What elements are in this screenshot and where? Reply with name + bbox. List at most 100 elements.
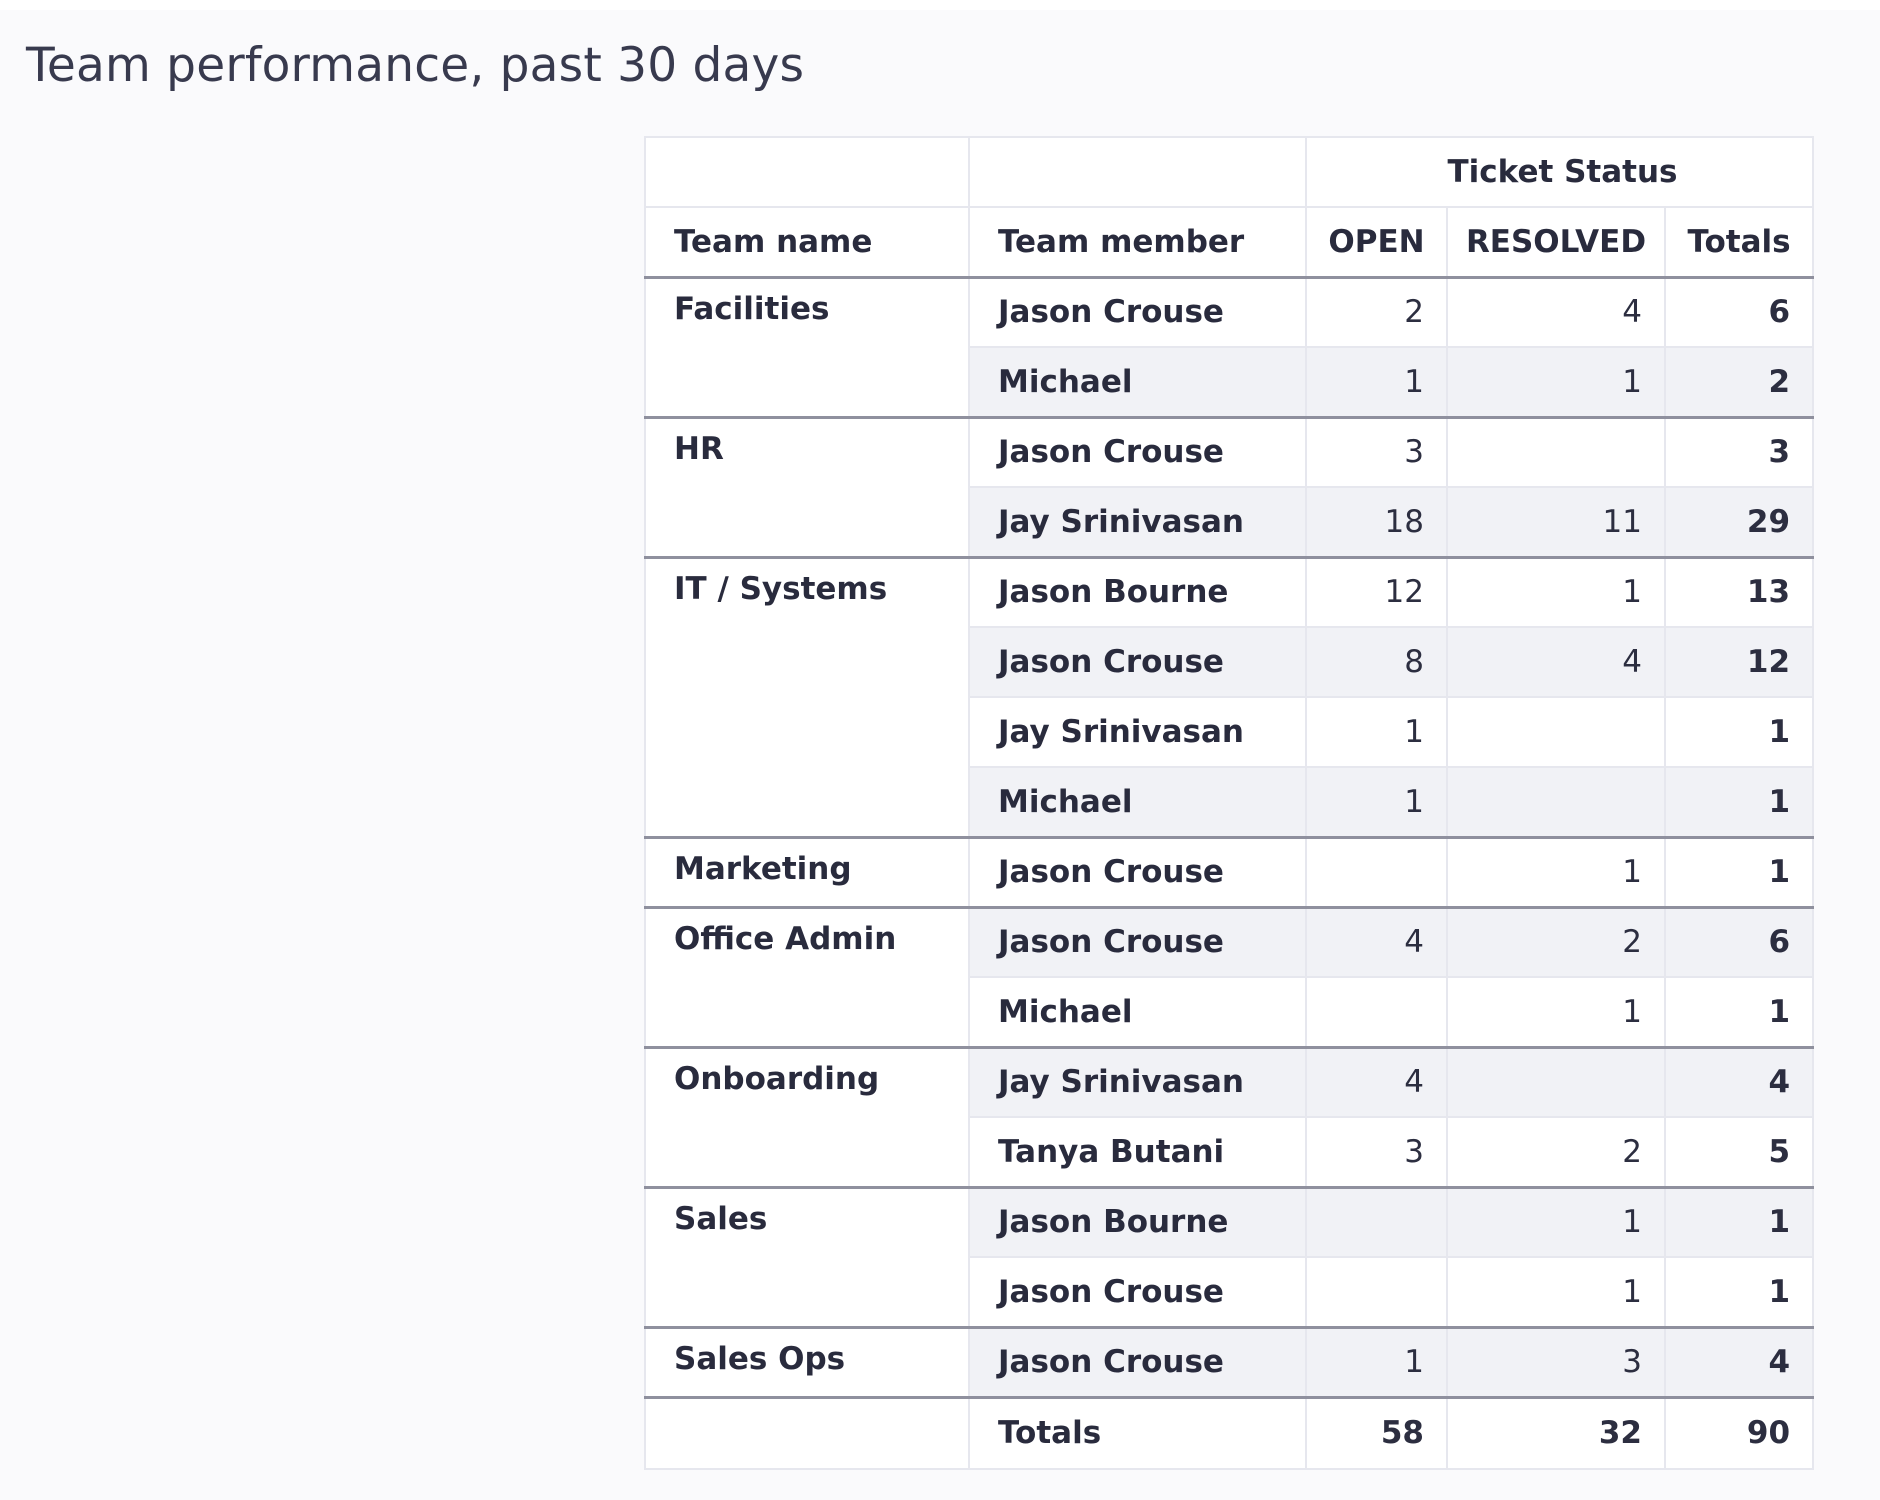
pivot-table: Ticket Status Team name Team member OPEN… <box>644 136 1815 1470</box>
resolved-count-cell <box>1446 766 1666 839</box>
team-name-cell: Sales <box>644 1186 970 1329</box>
table-row: Michael 1 1 2 <box>645 346 1815 419</box>
row-total-cell: 5 <box>1663 1116 1815 1189</box>
row-total-cell: 1 <box>1663 1186 1815 1258</box>
team-name-cell: HR <box>644 416 970 559</box>
resolved-count-cell: 1 <box>1446 836 1666 909</box>
team-name-cell: IT / Systems <box>644 556 970 839</box>
table-row: Michael 1 1 <box>645 976 1815 1049</box>
row-total-cell: 29 <box>1663 486 1815 559</box>
team-name-header: Team name <box>644 206 970 279</box>
resolved-count-cell <box>1446 696 1666 768</box>
resolved-count-cell: 1 <box>1446 346 1666 419</box>
team-name-cell: Facilities <box>644 276 970 419</box>
resolved-count-cell: 1 <box>1446 1256 1666 1329</box>
open-count-cell: 3 <box>1305 1116 1448 1189</box>
team-member-cell: Tanya Butani <box>968 1116 1307 1189</box>
team-member-cell: Michael <box>968 766 1307 839</box>
team-member-cell: Jason Bourne <box>968 556 1307 628</box>
table-row: Jason Crouse 8 4 12 <box>645 626 1815 698</box>
team-name-cell: Onboarding <box>644 1046 970 1189</box>
row-total-cell: 12 <box>1663 626 1815 698</box>
open-count-cell <box>1305 1256 1448 1329</box>
open-count-cell: 2 <box>1305 276 1448 348</box>
row-total-cell: 13 <box>1663 556 1815 628</box>
table-row: Sales Jason Bourne 1 1 <box>644 1186 1815 1329</box>
team-member-cell: Jason Crouse <box>968 836 1307 909</box>
open-count-cell: 18 <box>1305 486 1448 559</box>
totals-header: Totals <box>1663 206 1815 279</box>
resolved-count-cell: 1 <box>1446 976 1666 1049</box>
table-row: Tanya Butani 3 2 5 <box>645 1116 1815 1189</box>
grand-totals-label: Totals <box>968 1396 1307 1470</box>
pivot-body: Facilities Jason Crouse 2 4 6 Michael 1 1 2 HR Jas… <box>644 276 1815 1399</box>
ticket-status-header: Ticket Status <box>1304 136 1815 208</box>
team-member-cell: Jason Crouse <box>968 416 1307 488</box>
open-count-cell: 12 <box>1305 556 1448 628</box>
table-row: Jay Srinivasan 1 1 <box>645 696 1815 768</box>
table-row: Facilities Jason Crouse 2 4 6 <box>644 276 1815 419</box>
open-count-cell: 4 <box>1305 906 1448 978</box>
resolved-header: RESOLVED <box>1446 206 1666 279</box>
row-total-cell: 1 <box>1663 1256 1815 1329</box>
open-count-cell: 4 <box>1305 1046 1448 1118</box>
open-count-cell <box>1305 836 1448 909</box>
resolved-count-cell: 4 <box>1446 626 1666 698</box>
grand-totals-spacer <box>644 1396 970 1470</box>
team-member-cell: Jason Bourne <box>968 1186 1307 1258</box>
grand-total-open: 58 <box>1305 1396 1448 1470</box>
row-total-cell: 1 <box>1663 976 1815 1049</box>
resolved-count-cell: 2 <box>1446 906 1666 978</box>
table-row: IT / Systems Jason Bourne 12 1 13 <box>644 556 1815 839</box>
row-total-cell: 2 <box>1663 346 1815 419</box>
resolved-count-cell <box>1446 1046 1666 1118</box>
table-row: Office Admin Jason Crouse 4 2 6 <box>644 906 1815 1049</box>
team-member-cell: Jason Crouse <box>968 626 1307 698</box>
table-row: Michael 1 1 <box>645 766 1815 839</box>
resolved-count-cell: 3 <box>1446 1326 1666 1399</box>
row-total-cell: 6 <box>1663 276 1815 348</box>
empty-header-cell <box>644 136 970 208</box>
team-member-cell: Jason Crouse <box>968 1256 1307 1329</box>
open-count-cell <box>1305 1186 1448 1258</box>
team-member-cell: Jay Srinivasan <box>968 486 1307 559</box>
grand-total-all: 90 <box>1663 1396 1815 1470</box>
team-member-header: Team member <box>968 206 1307 279</box>
grand-total-resolved: 32 <box>1446 1396 1666 1470</box>
team-name-cell: Marketing <box>644 836 970 909</box>
resolved-count-cell: 2 <box>1446 1116 1666 1189</box>
team-name-cell: Office Admin <box>644 906 970 1049</box>
open-count-cell: 8 <box>1305 626 1448 698</box>
table-row: Marketing Jason Crouse 1 1 <box>644 836 1815 909</box>
table-row: Jason Crouse 1 1 <box>645 1256 1815 1329</box>
table-row: Onboarding Jay Srinivasan 4 4 <box>644 1046 1815 1189</box>
open-count-cell: 1 <box>1305 1326 1448 1399</box>
row-total-cell: 6 <box>1663 906 1815 978</box>
open-count-cell: 1 <box>1305 766 1448 839</box>
team-member-cell: Michael <box>968 976 1307 1049</box>
column-header-row: Team name Team member OPEN RESOLVED Tota… <box>644 206 1815 279</box>
team-member-cell: Jason Crouse <box>968 276 1307 348</box>
team-name-cell: Sales Ops <box>644 1326 970 1399</box>
resolved-count-cell: 4 <box>1446 276 1666 348</box>
table-row: HR Jason Crouse 3 3 <box>644 416 1815 559</box>
open-count-cell: 1 <box>1305 346 1448 419</box>
page-title: Team performance, past 30 days <box>26 38 805 93</box>
team-member-cell: Jason Crouse <box>968 906 1307 978</box>
open-count-cell: 1 <box>1305 696 1448 768</box>
grand-totals-row: Totals 58 32 90 <box>644 1396 1815 1470</box>
row-total-cell: 3 <box>1663 416 1815 488</box>
row-total-cell: 4 <box>1663 1326 1815 1399</box>
empty-header-cell <box>968 136 1307 208</box>
resolved-count-cell <box>1446 416 1666 488</box>
open-count-cell: 3 <box>1305 416 1448 488</box>
team-member-cell: Jay Srinivasan <box>968 696 1307 768</box>
team-member-cell: Jay Srinivasan <box>968 1046 1307 1118</box>
resolved-count-cell: 1 <box>1446 1186 1666 1258</box>
team-member-cell: Michael <box>968 346 1307 419</box>
group-header-row: Ticket Status <box>644 136 1815 208</box>
row-total-cell: 1 <box>1663 766 1815 839</box>
resolved-count-cell: 11 <box>1446 486 1666 559</box>
open-count-cell <box>1305 976 1448 1049</box>
team-member-cell: Jason Crouse <box>968 1326 1307 1399</box>
